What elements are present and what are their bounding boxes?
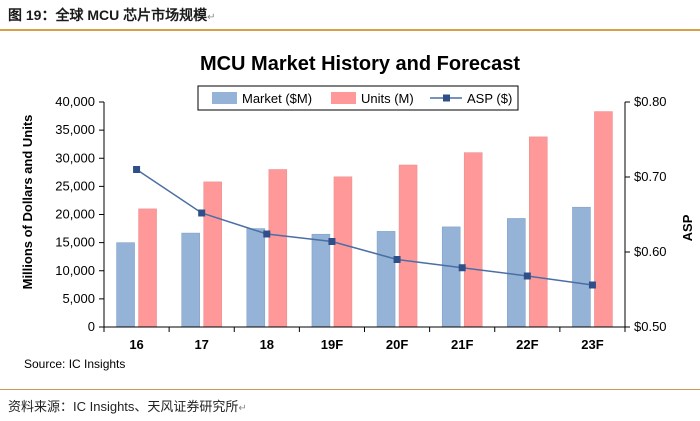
y-tick-label: 5,000 [62,291,95,306]
chart-axes [103,102,626,328]
y2-tick-label: $0.60 [634,244,667,259]
market-bar [441,226,461,328]
market-bar [311,233,331,328]
y-tick-label: 40,000 [55,94,95,109]
asp-point [328,238,336,245]
y-tick-label: 25,000 [55,178,95,193]
units-bar [203,181,222,328]
asp-line-series [133,166,596,289]
caption-return-mark: ↵ [207,12,216,23]
y2-axis-label: ASP [680,214,695,241]
market-bar [246,228,266,328]
x-tick-label: 16 [129,337,143,352]
asp-point [458,264,466,272]
figure-source: 资料来源：IC Insights、天风证券研究所↵ [8,399,247,414]
legend-label: ASP ($) [467,91,512,106]
legend-label: Market ($M) [242,91,312,106]
asp-point [198,209,206,217]
asp-point [588,281,596,289]
y-tick-label: 15,000 [55,235,95,250]
asp-point [263,230,271,238]
bar-series [116,111,613,328]
x-axis-ticks: 16 17 18 19F 20F 21F 22F 23F [103,327,626,352]
source-return-mark: ↵ [238,403,247,414]
y2-tick-label: $0.50 [634,319,667,334]
y-tick-label: 20,000 [55,207,95,222]
mcu-chart: MCU Market History and Forecast Market (… [20,53,695,371]
source-rule [0,389,700,390]
x-tick-label: 20F [386,337,408,352]
y2-tick-label: $0.70 [634,169,667,184]
units-bar [398,164,418,328]
y-axis-ticks: 0 5,000 10,000 15,000 20,000 25,000 30,000 35,0… [55,94,104,334]
units-bar [594,111,613,328]
y-tick-label: 35,000 [55,122,95,137]
x-tick-label: 23F [581,337,603,352]
legend-box [197,85,519,111]
units-bar [333,176,353,328]
units-bar [529,136,548,328]
market-bar [181,232,200,328]
figure-caption: 图 19：全球 MCU 芯片市场规模↵ [8,7,216,23]
asp-point [523,272,531,280]
chart-legend: Market ($M) Units (M) ASP ($) [197,85,519,111]
x-tick-label: 19F [321,337,343,352]
units-bar [463,152,483,328]
market-bar [376,231,396,328]
y2-tick-label: $0.80 [634,94,667,109]
units-bar [138,208,157,328]
units-bar [268,169,288,328]
y-tick-label: 0 [88,319,95,334]
legend-asp-marker [443,94,450,102]
chart-title: MCU Market History and Forecast [200,53,520,75]
asp-line [136,168,593,286]
market-bar [507,218,526,328]
x-tick-label: 22F [516,337,538,352]
legend-label: Units (M) [361,91,414,106]
asp-point [133,166,141,173]
x-tick-label: 17 [194,337,208,352]
source-annotation: Source: IC Insights [24,357,125,371]
legend-units-swatch [331,92,356,104]
y-axis-label: Millions of Dollars and Units [20,115,35,290]
y-tick-label: 10,000 [55,263,95,278]
legend-market-swatch [212,92,237,104]
x-tick-label: 21F [451,337,473,352]
y-tick-label: 30,000 [55,150,95,165]
y2-axis-ticks: $0.50 $0.60 $0.70 $0.80 [625,94,667,334]
market-bar [116,242,135,328]
caption-rule [0,29,700,31]
market-bar [572,206,591,328]
x-tick-label: 18 [260,337,274,352]
asp-point [393,256,401,263]
